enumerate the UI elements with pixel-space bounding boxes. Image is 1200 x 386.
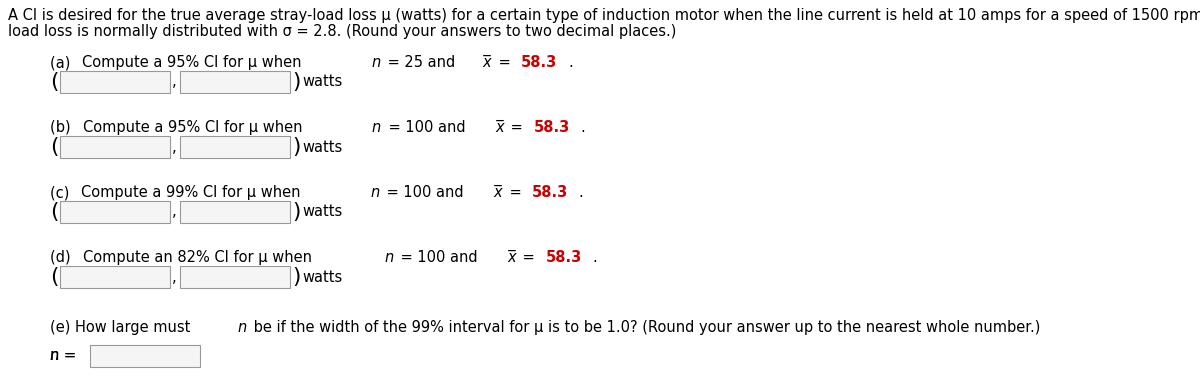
Text: 58.3: 58.3 [534,120,570,135]
Bar [60,136,170,158]
Text: ,: , [172,74,176,90]
Text: (c): (c) [50,185,74,200]
Text: =: = [506,120,528,135]
Text: n =: n = [50,349,80,364]
Bar [180,201,290,223]
Text: watts: watts [302,205,342,220]
Bar [180,71,290,93]
Text: ): ) [292,72,300,92]
Text: (: ( [50,267,59,287]
Text: n =: n = [50,349,80,364]
Text: =: = [493,55,515,70]
Text: n: n [384,250,394,265]
Text: (a): (a) [50,55,74,70]
Text: 58.3: 58.3 [546,250,582,265]
Text: = 100 and: = 100 and [396,250,482,265]
Bar [180,136,290,158]
Bar [90,345,199,367]
Text: =: = [518,250,540,265]
Text: .: . [568,55,572,70]
Text: 58.3: 58.3 [521,55,558,70]
Text: ): ) [292,267,300,287]
Text: .: . [578,185,583,200]
Text: = 100 and: = 100 and [382,185,468,200]
Text: 58.3: 58.3 [532,185,569,200]
Text: (b): (b) [50,120,76,135]
Text: (: ( [50,202,59,222]
Text: x̅: x̅ [482,55,491,70]
Text: .: . [593,250,598,265]
Text: load loss is normally distributed with σ = 2.8. (Round your answers to two decim: load loss is normally distributed with σ… [8,24,677,39]
Text: ): ) [292,137,300,157]
Text: n: n [370,185,379,200]
Text: .: . [581,120,586,135]
Text: = 25 and: = 25 and [383,55,461,70]
Text: (: ( [50,72,59,92]
Text: Compute a 99% CI for μ when: Compute a 99% CI for μ when [80,185,305,200]
Text: watts: watts [302,269,342,284]
Text: Compute a 95% CI for μ when: Compute a 95% CI for μ when [83,55,306,70]
Text: ,: , [172,205,176,220]
Text: watts: watts [302,74,342,90]
Text: =: = [504,185,526,200]
Text: n: n [372,55,380,70]
Bar [60,266,170,288]
Text: (: ( [50,137,59,157]
Text: Compute a 95% CI for μ when: Compute a 95% CI for μ when [83,120,307,135]
Text: x̅: x̅ [493,185,502,200]
Text: (e) How large must: (e) How large must [50,320,194,335]
Text: n: n [238,320,246,335]
Bar [60,71,170,93]
Bar [180,266,290,288]
Text: n: n [372,120,382,135]
Text: watts: watts [302,139,342,154]
Text: ,: , [172,269,176,284]
Text: (d): (d) [50,250,76,265]
Text: be if the width of the 99% interval for μ is to be 1.0? (Round your answer up to: be if the width of the 99% interval for … [250,320,1040,335]
Text: x̅: x̅ [508,250,516,265]
Text: ,: , [172,139,176,154]
Text: x̅: x̅ [494,120,504,135]
Text: = 100 and: = 100 and [384,120,470,135]
Text: A CI is desired for the true average stray-load loss μ (watts) for a certain typ: A CI is desired for the true average str… [8,8,1200,23]
Text: ): ) [292,202,300,222]
Bar [60,201,170,223]
Text: Compute an 82% CI for μ when: Compute an 82% CI for μ when [83,250,317,265]
